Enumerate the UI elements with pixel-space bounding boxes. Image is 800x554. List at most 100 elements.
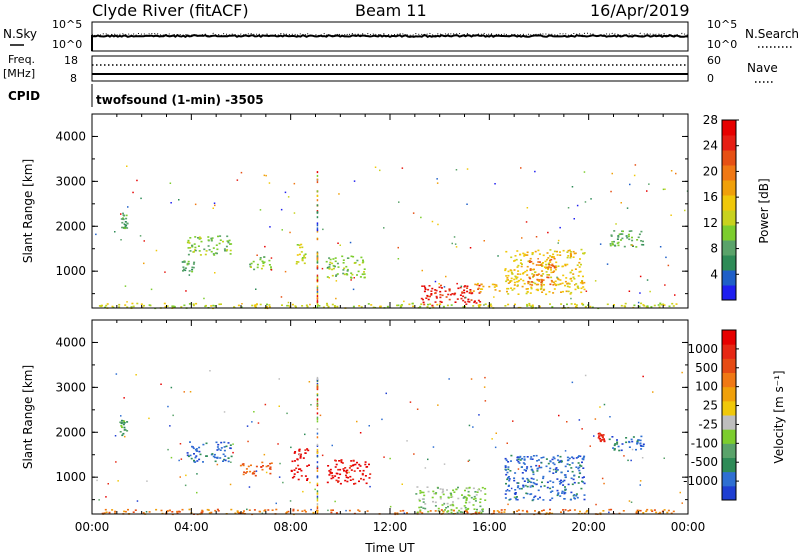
range-gate-cell — [316, 292, 319, 295]
range-gate-cell — [195, 302, 198, 305]
range-gate-cell — [608, 511, 610, 514]
range-gate-cell — [296, 458, 299, 461]
range-gate-cell — [468, 424, 471, 427]
range-gate-cell — [608, 509, 611, 511]
range-gate-cell — [618, 449, 621, 452]
range-gate-cell — [510, 277, 513, 280]
range-gate-cell — [342, 262, 345, 264]
range-gate-cell — [597, 433, 600, 435]
range-gate-cell — [482, 285, 485, 288]
range-gate-cell — [233, 306, 236, 308]
range-gate-cell — [477, 288, 480, 290]
range-gate-cell — [294, 451, 297, 453]
range-gate-cell — [562, 484, 565, 486]
range-gate-cell — [124, 429, 127, 431]
range-gate-cell — [342, 259, 345, 261]
range-gate-cell — [191, 266, 194, 269]
range-gate-cell — [560, 291, 562, 293]
range-gate-cell — [353, 180, 356, 182]
range-gate-cell — [424, 288, 427, 291]
range-gate-cell — [308, 381, 311, 383]
range-gate-cell — [120, 419, 123, 422]
range-gate-cell — [316, 171, 319, 174]
range-gate-cell — [545, 512, 548, 514]
range-gate-cell — [397, 246, 399, 249]
range-gate-cell — [640, 435, 643, 438]
range-gate-cell — [549, 491, 552, 493]
range-gate-cell — [624, 302, 627, 305]
range-gate-cell — [642, 244, 645, 246]
range-gate-cell — [487, 305, 490, 307]
range-gate-cell — [610, 508, 613, 511]
x-axis-label: Time UT — [364, 541, 415, 554]
range-gate-cell — [293, 182, 296, 185]
range-gate-cell — [182, 266, 185, 268]
range-gate-cell — [334, 257, 337, 259]
range-gate-cell — [316, 190, 319, 193]
range-gate-cell — [331, 472, 333, 474]
range-gate-cell — [540, 274, 543, 277]
range-gate-cell — [308, 464, 310, 466]
range-gate-cell — [522, 496, 525, 499]
range-gate-cell — [316, 400, 319, 403]
range-gate-cell — [224, 455, 227, 457]
range-gate-cell — [436, 182, 439, 184]
range-gate-cell — [646, 306, 649, 309]
range-gate-cell — [464, 489, 466, 492]
power-scatter — [95, 164, 689, 310]
range-gate-cell — [470, 299, 473, 301]
range-gate-cell — [540, 466, 543, 469]
range-gate-cell — [503, 511, 506, 513]
range-gate-cell — [564, 280, 567, 283]
range-gate-cell — [532, 478, 535, 480]
range-gate-cell — [271, 509, 274, 511]
range-gate-cell — [222, 453, 225, 456]
range-gate-cell — [218, 242, 221, 245]
range-gate-cell — [194, 448, 197, 451]
range-gate-cell — [447, 293, 450, 296]
range-gate-cell — [548, 512, 551, 514]
range-gate-cell — [514, 275, 517, 278]
range-gate-cell — [230, 243, 233, 245]
range-gate-cell — [424, 286, 427, 289]
range-gate-cell — [333, 305, 336, 307]
range-gate-cell — [640, 448, 643, 450]
range-gate-cell — [528, 281, 531, 283]
range-gate-cell — [316, 301, 319, 303]
range-gate-cell — [193, 459, 195, 462]
range-gate-cell — [336, 472, 339, 475]
range-gate-cell — [434, 292, 436, 295]
range-gate-cell — [573, 494, 576, 496]
range-gate-cell — [194, 203, 197, 206]
range-gate-cell — [134, 509, 137, 511]
range-gate-cell — [526, 269, 528, 272]
freq-tick-top: 18 — [64, 54, 78, 67]
range-gate-cell — [213, 453, 216, 456]
range-gate-cell — [552, 256, 555, 259]
range-gate-cell — [126, 227, 129, 229]
range-gate-cell — [374, 166, 377, 168]
range-gate-cell — [450, 496, 452, 498]
range-gate-cell — [581, 303, 584, 305]
range-gate-cell — [519, 253, 522, 256]
range-gate-cell — [316, 279, 319, 282]
range-gate-cell — [578, 419, 581, 421]
range-gate-cell — [124, 304, 127, 306]
range-gate-cell — [263, 174, 266, 177]
range-gate-cell — [245, 468, 248, 470]
range-gate-cell — [297, 478, 300, 481]
range-gate-cell — [291, 476, 294, 479]
range-gate-cell — [316, 436, 319, 439]
range-gate-cell — [126, 430, 129, 432]
range-gate-cell — [214, 204, 216, 207]
range-gate-cell — [565, 277, 568, 279]
range-gate-cell — [268, 304, 271, 306]
range-gate-cell — [467, 494, 470, 496]
range-gate-cell — [466, 168, 469, 170]
range-gate-cell — [226, 240, 229, 242]
range-gate-cell — [556, 254, 559, 256]
range-gate-cell — [197, 245, 200, 247]
range-gate-cell — [632, 245, 634, 247]
range-gate-cell — [306, 465, 309, 467]
range-gate-cell — [251, 473, 254, 475]
